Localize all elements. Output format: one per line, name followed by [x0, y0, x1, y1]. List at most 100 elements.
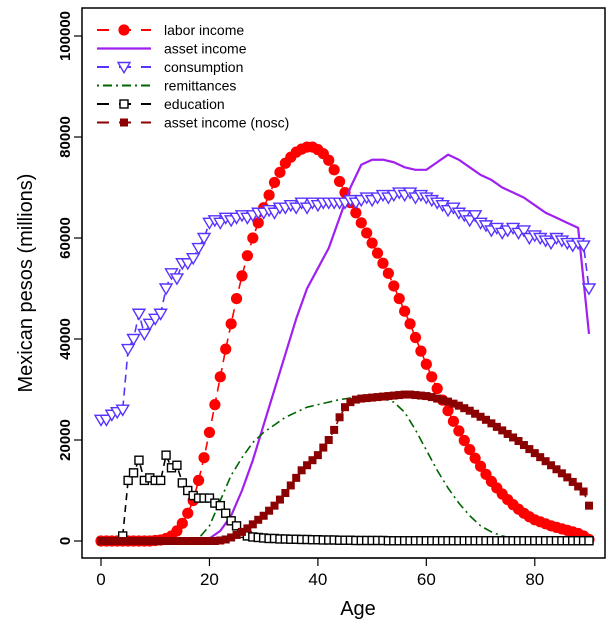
data-point: [268, 176, 281, 189]
legend-item: remittances: [97, 78, 236, 94]
data-point: [254, 515, 263, 524]
data-point: [377, 257, 389, 269]
data-point: [232, 530, 241, 539]
data-point: [447, 415, 460, 427]
data-point: [193, 474, 205, 486]
data-point: [585, 501, 593, 510]
data-point: [156, 537, 165, 545]
data-point: [469, 452, 481, 464]
data-point: [373, 393, 382, 402]
data-point: [384, 392, 393, 401]
data-point: [220, 343, 232, 355]
data-point: [303, 461, 312, 470]
data-point: [97, 537, 105, 545]
data-point: [323, 154, 335, 166]
data-point: [361, 227, 373, 239]
data-point: [458, 434, 470, 447]
data-point: [471, 409, 480, 418]
x-tick-label: 20: [200, 570, 219, 589]
data-point: [183, 485, 193, 496]
series-line: [198, 153, 591, 543]
data-point: [422, 392, 431, 401]
data-point: [438, 396, 447, 405]
data-point: [357, 394, 366, 403]
data-point: [476, 412, 485, 421]
data-point: [194, 537, 203, 545]
data-point: [350, 207, 362, 219]
data-point: [371, 247, 384, 259]
series-education: [117, 450, 594, 546]
data-point: [525, 445, 534, 454]
data-point: [388, 280, 400, 292]
data-point: [189, 537, 198, 545]
data-point: [547, 461, 556, 470]
legend-marker: [120, 118, 128, 127]
data-point: [241, 250, 253, 262]
data-point: [134, 537, 143, 545]
data-point: [221, 535, 230, 544]
data-point: [178, 537, 187, 545]
legend-item: asset income: [97, 41, 247, 57]
data-point: [444, 397, 453, 406]
data-point: [236, 270, 248, 282]
series-consumption: [93, 187, 597, 427]
data-point: [498, 426, 507, 435]
data-point: [584, 536, 594, 546]
y-tick-label: 60000: [57, 217, 74, 259]
data-point: [230, 293, 243, 305]
x-tick-label: 40: [308, 570, 327, 589]
data-point: [351, 395, 360, 404]
data-point: [263, 189, 275, 201]
y-tick-label: 40000: [57, 318, 74, 360]
legend-item: asset income (nosc): [97, 115, 289, 131]
data-point: [288, 202, 304, 215]
data-point: [237, 527, 246, 536]
data-point: [153, 308, 168, 321]
data-point: [286, 481, 295, 490]
data-point: [129, 537, 138, 545]
data-point: [516, 225, 532, 238]
legend-label: consumption: [164, 59, 243, 75]
data-point: [248, 520, 257, 529]
data-point: [395, 391, 404, 400]
data-point: [464, 443, 476, 456]
data-point: [145, 537, 154, 545]
data-point: [274, 166, 286, 178]
data-point: [460, 404, 469, 413]
data-point: [557, 469, 566, 478]
data-point: [243, 524, 252, 533]
data-point: [102, 537, 111, 545]
data-point: [183, 537, 192, 545]
data-point: [462, 215, 477, 228]
data-point: [176, 517, 188, 529]
data-point: [409, 331, 422, 344]
data-point: [503, 429, 512, 438]
y-tick-label: 0: [57, 537, 74, 545]
data-point: [465, 406, 474, 415]
data-point: [411, 391, 420, 400]
data-point: [433, 394, 442, 403]
data-point: [126, 333, 141, 347]
data-point: [355, 217, 367, 229]
data-point: [328, 164, 340, 176]
x-axis: 0 20 40 60 80: [96, 557, 544, 589]
y-tick-label: 100000: [57, 11, 74, 61]
data-point: [209, 399, 221, 411]
data-point: [297, 466, 306, 475]
data-point: [574, 482, 583, 491]
series-asset-income-nosc-: [97, 390, 593, 545]
legend-item: education: [97, 96, 225, 112]
data-point: [509, 433, 518, 442]
data-point: [172, 537, 181, 545]
data-point: [313, 451, 322, 460]
y-tick-label: 20000: [57, 419, 74, 461]
data-point: [333, 175, 346, 188]
data-point: [198, 452, 210, 464]
data-point: [281, 489, 290, 498]
data-point: [252, 217, 264, 229]
legend-label: education: [164, 96, 225, 112]
data-point: [362, 394, 371, 403]
data-point: [308, 456, 317, 465]
legend-label: asset income: [164, 41, 247, 57]
data-point: [180, 258, 195, 271]
